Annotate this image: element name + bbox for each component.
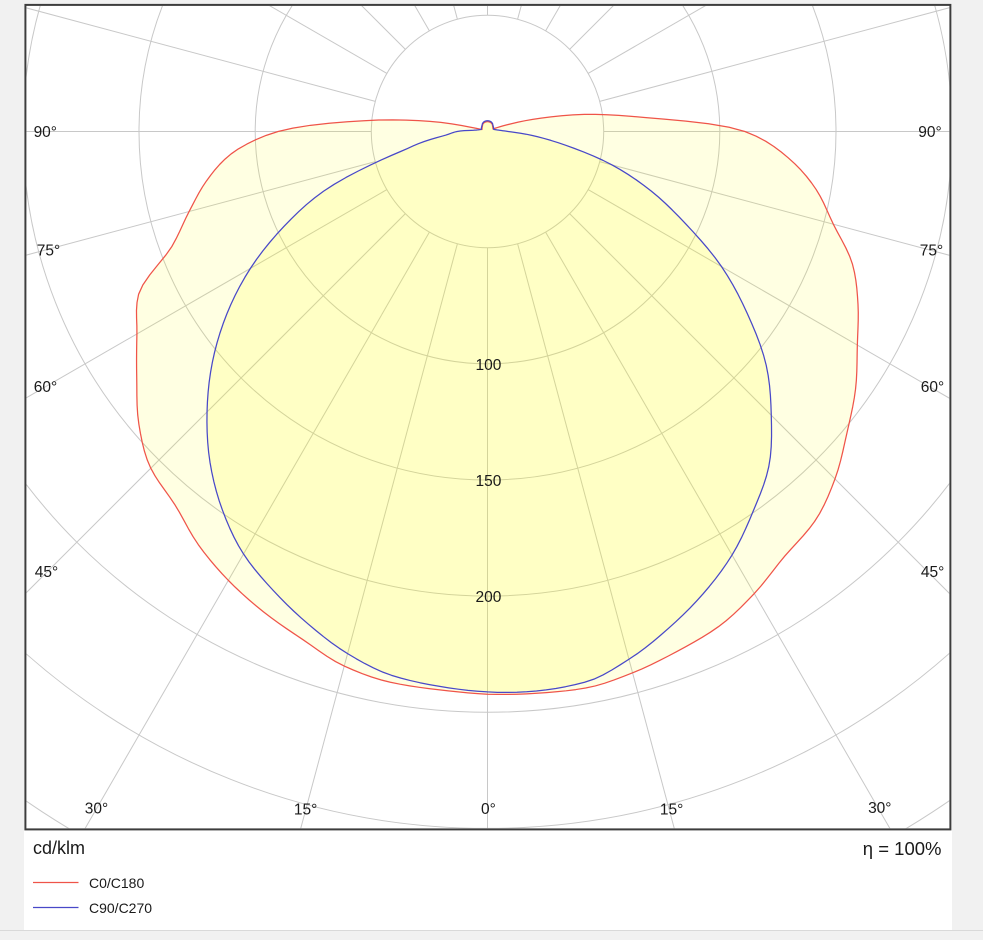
svg-text:0°: 0° — [481, 801, 496, 818]
svg-text:45°: 45° — [921, 564, 944, 581]
svg-text:C0/C180: C0/C180 — [89, 875, 144, 891]
svg-text:45°: 45° — [35, 564, 58, 581]
svg-text:75°: 75° — [37, 243, 60, 260]
svg-text:90°: 90° — [34, 124, 57, 141]
svg-text:15°: 15° — [294, 802, 317, 819]
svg-text:60°: 60° — [921, 379, 944, 396]
svg-text:75°: 75° — [920, 243, 943, 260]
svg-text:60°: 60° — [34, 379, 57, 396]
svg-text:30°: 30° — [868, 800, 891, 817]
svg-text:200: 200 — [475, 589, 501, 606]
svg-text:cd/klm: cd/klm — [33, 838, 85, 858]
svg-text:30°: 30° — [85, 801, 108, 818]
svg-text:η = 100%: η = 100% — [863, 838, 942, 859]
svg-text:90°: 90° — [918, 124, 941, 141]
svg-text:C90/C270: C90/C270 — [89, 900, 152, 916]
svg-text:100: 100 — [475, 357, 501, 374]
svg-text:150: 150 — [475, 473, 501, 490]
svg-text:15°: 15° — [660, 802, 683, 819]
